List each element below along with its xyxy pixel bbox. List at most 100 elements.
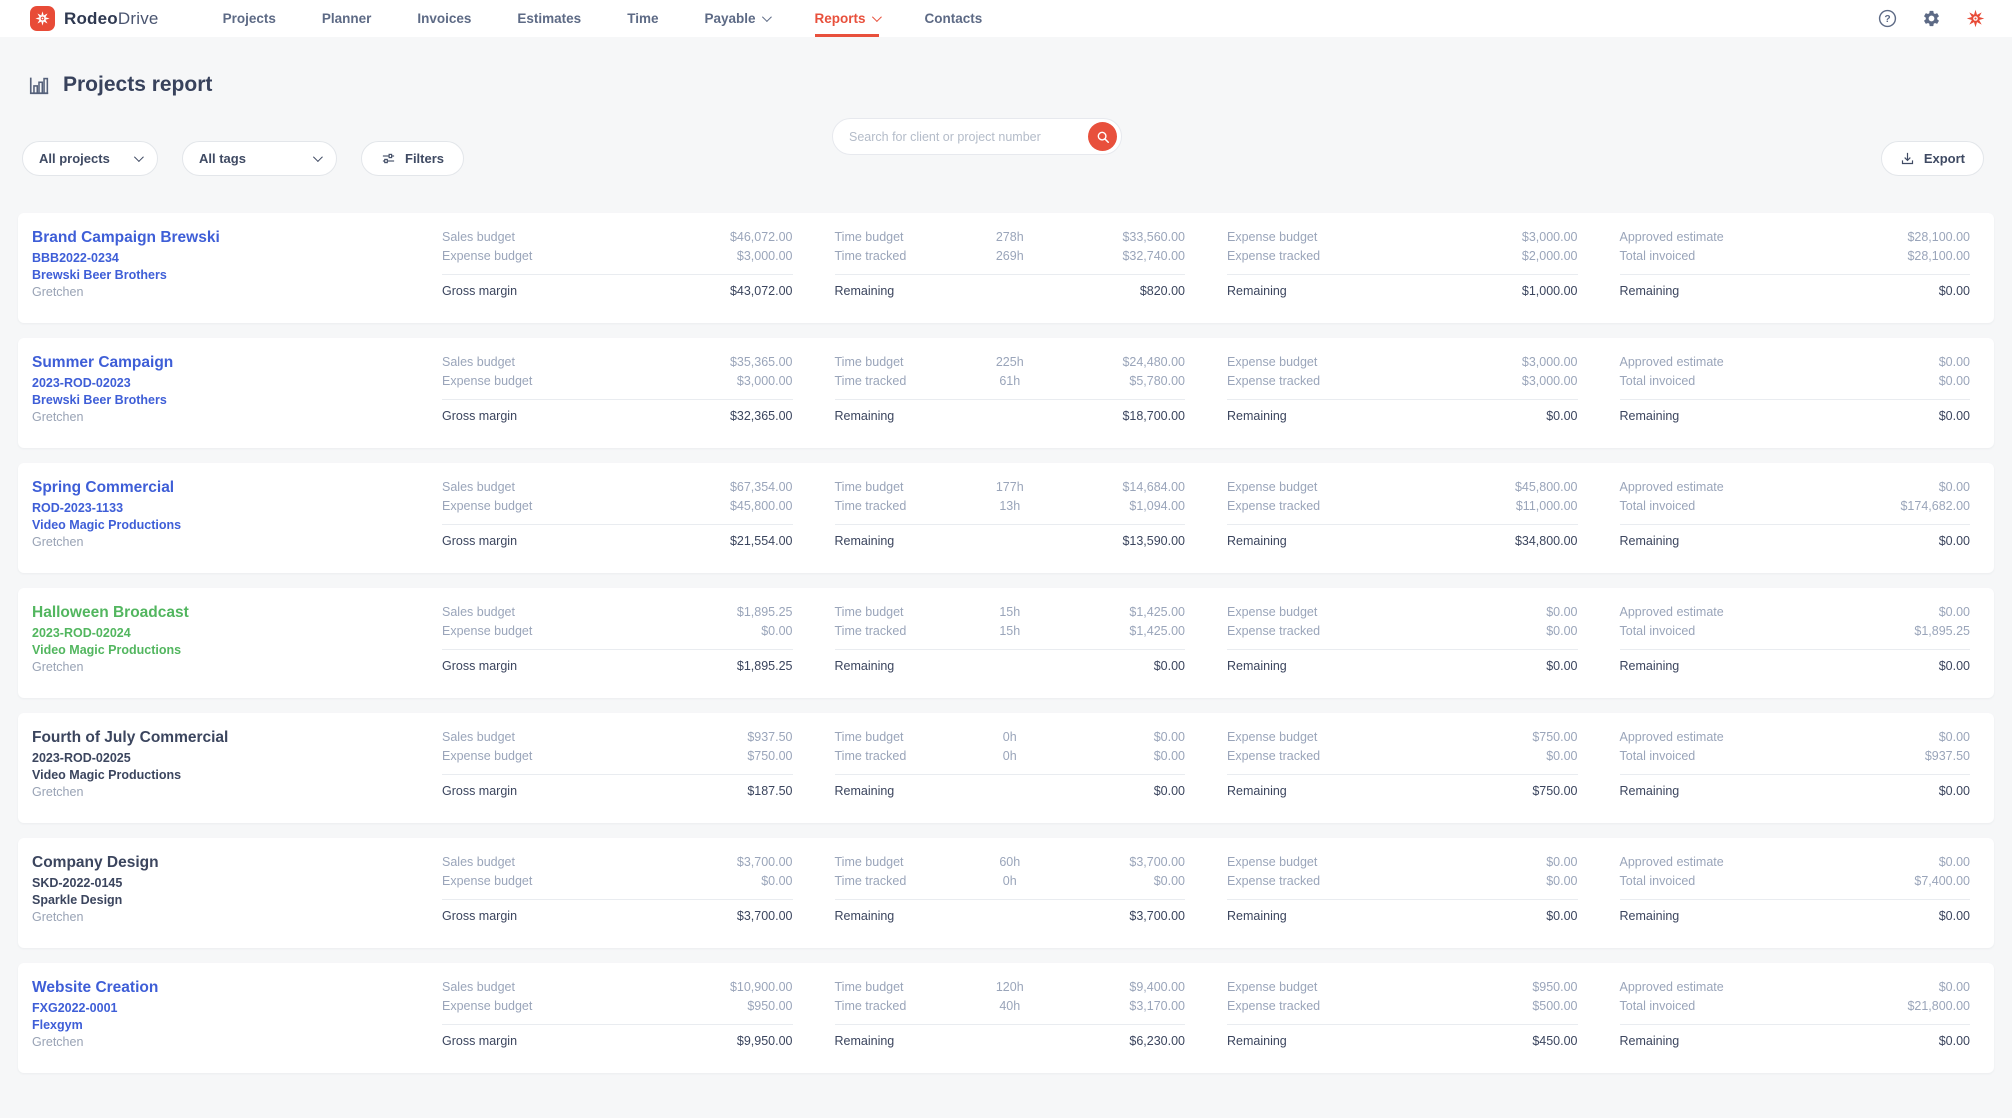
svg-text:?: ?	[1884, 14, 1890, 25]
stat-value: $21,554.00	[729, 534, 793, 548]
stat-value: $9,950.00	[736, 1034, 793, 1048]
project-name-link[interactable]: Website Creation	[32, 979, 159, 996]
stat-label: Remaining	[834, 1034, 895, 1048]
project-name-link[interactable]: Brand Campaign Brewski	[32, 229, 220, 246]
stat-value: $43,072.00	[729, 284, 793, 298]
project-name-link[interactable]: Company Design	[32, 854, 159, 871]
stat-value: $3,700.00	[736, 855, 793, 869]
stat-label: Remaining	[1227, 1034, 1287, 1048]
time-budget-column: Time budget 278h $33,560.00 Time tracked…	[834, 226, 1185, 323]
tags-filter-dropdown[interactable]: All tags	[182, 141, 337, 176]
project-client-link[interactable]: Video Magic Productions	[32, 768, 182, 782]
nav-item-estimates[interactable]: Estimates	[517, 0, 581, 37]
nav-item-planner[interactable]: Planner	[322, 0, 372, 37]
stat-value: $0.00	[761, 874, 793, 888]
time-budget-column: Time budget 225h $24,480.00 Time tracked…	[834, 351, 1185, 448]
stat-label: Remaining	[834, 909, 895, 923]
stat-label: Total invoiced	[1619, 749, 1696, 763]
divider	[834, 774, 1185, 775]
project-code-link[interactable]: 2023-ROD-02024	[32, 626, 131, 640]
stat-label: Time tracked	[834, 624, 907, 638]
settings-button[interactable]	[1920, 8, 1942, 30]
project-name-link[interactable]: Halloween Broadcast	[32, 604, 189, 621]
project-client-link[interactable]: Sparkle Design	[32, 893, 123, 907]
stat-value: $32,740.00	[1122, 249, 1185, 263]
expense-budget-column: Expense budget $0.00 Expense tracked $0.…	[1227, 601, 1578, 698]
project-name-link[interactable]: Summer Campaign	[32, 354, 174, 371]
sales-budget-column: Sales budget $46,072.00 Expense budget $…	[442, 226, 793, 323]
sales-budget-column: Sales budget $3,700.00 Expense budget $0…	[442, 851, 793, 948]
nav-item-invoices[interactable]: Invoices	[417, 0, 471, 37]
stat-value: $34,800.00	[1514, 534, 1578, 548]
stat-label: Total invoiced	[1619, 874, 1696, 888]
stat-value: $0.00	[1938, 480, 1970, 494]
project-code-link[interactable]: BBB2022-0234	[32, 251, 119, 265]
stat-value: $187.50	[747, 784, 793, 798]
stat-label: Gross margin	[442, 284, 518, 298]
project-owner: Gretchen	[32, 410, 84, 424]
project-client-link[interactable]: Brewski Beer Brothers	[32, 268, 167, 282]
chevron-down-icon	[133, 152, 144, 163]
search-input[interactable]	[849, 129, 1088, 144]
sales-budget-column: Sales budget $35,365.00 Expense budget $…	[442, 351, 793, 448]
project-card: Halloween Broadcast 2023-ROD-02024 Video…	[18, 588, 1994, 698]
project-name-link[interactable]: Spring Commercial	[32, 479, 175, 496]
nav-item-time[interactable]: Time	[627, 0, 658, 37]
project-code-link[interactable]: 2023-ROD-02025	[32, 751, 131, 765]
nav-item-label: Time	[627, 11, 659, 26]
project-code-link[interactable]: SKD-2022-0145	[32, 876, 123, 890]
gear-icon	[1923, 10, 1939, 27]
project-code-link[interactable]: ROD-2023-1133	[32, 501, 124, 515]
project-client-link[interactable]: Video Magic Productions	[32, 518, 182, 532]
divider	[834, 399, 1185, 400]
top-navbar: RodeoDrive Projects Planner Invoices Est…	[0, 0, 2012, 37]
divider	[1619, 399, 1970, 400]
stat-hours: 278h	[995, 230, 1024, 244]
stat-value: $3,000.00	[736, 374, 793, 388]
stat-hours: 60h	[999, 855, 1021, 869]
project-client-link[interactable]: Video Magic Productions	[32, 643, 182, 657]
nav-item-contacts[interactable]: Contacts	[925, 0, 983, 37]
stat-value: $5,780.00	[1129, 374, 1185, 388]
spur-icon	[35, 11, 50, 26]
brand-name-bold: Rodeo	[64, 8, 118, 28]
search-button[interactable]	[1088, 122, 1117, 151]
project-code-link[interactable]: FXG2022-0001	[32, 1001, 118, 1015]
divider	[1619, 274, 1970, 275]
nav-item-payable[interactable]: Payable	[704, 0, 772, 37]
divider	[1227, 899, 1578, 900]
divider	[1619, 524, 1970, 525]
brand-logo-group[interactable]: RodeoDrive	[30, 0, 159, 37]
help-button[interactable]: ?	[1876, 8, 1898, 30]
stat-value: $0.00	[1546, 874, 1578, 888]
project-name-link[interactable]: Fourth of July Commercial	[32, 729, 229, 746]
nav-item-label: Projects	[222, 11, 276, 26]
nav-item-reports[interactable]: Reports	[814, 0, 882, 37]
projects-filter-dropdown[interactable]: All projects	[22, 141, 158, 176]
stat-hours: 0h	[1002, 749, 1017, 763]
divider	[442, 899, 793, 900]
stat-value: $3,700.00	[1129, 909, 1185, 923]
stat-label: Expense tracked	[1227, 249, 1321, 263]
project-client-link[interactable]: Brewski Beer Brothers	[32, 393, 167, 407]
stat-value: $500.00	[1532, 999, 1578, 1013]
project-info: Halloween Broadcast 2023-ROD-02024 Video…	[32, 601, 400, 698]
export-button[interactable]: Export	[1880, 141, 1984, 176]
stat-value: $3,700.00	[1129, 855, 1185, 869]
project-code-link[interactable]: 2023-ROD-02023	[32, 376, 131, 390]
stat-hours: 0h	[1002, 874, 1017, 888]
stat-value: $0.00	[1938, 1034, 1970, 1048]
time-budget-column: Time budget 120h $9,400.00 Time tracked …	[834, 976, 1185, 1073]
stat-value: $3,000.00	[1521, 230, 1578, 244]
nav-item-label: Planner	[321, 11, 372, 26]
stat-label: Remaining	[1619, 659, 1680, 673]
project-client-link[interactable]: Flexgym	[32, 1018, 83, 1032]
stat-value: $0.00	[1153, 749, 1185, 763]
filters-button[interactable]: Filters	[361, 141, 465, 176]
nav-item-projects[interactable]: Projects	[223, 0, 276, 37]
profile-avatar[interactable]	[1964, 8, 1986, 30]
divider	[442, 524, 793, 525]
stat-label: Expense tracked	[1227, 749, 1321, 763]
stat-value: $24,480.00	[1122, 355, 1185, 369]
chevron-down-icon	[761, 12, 772, 23]
